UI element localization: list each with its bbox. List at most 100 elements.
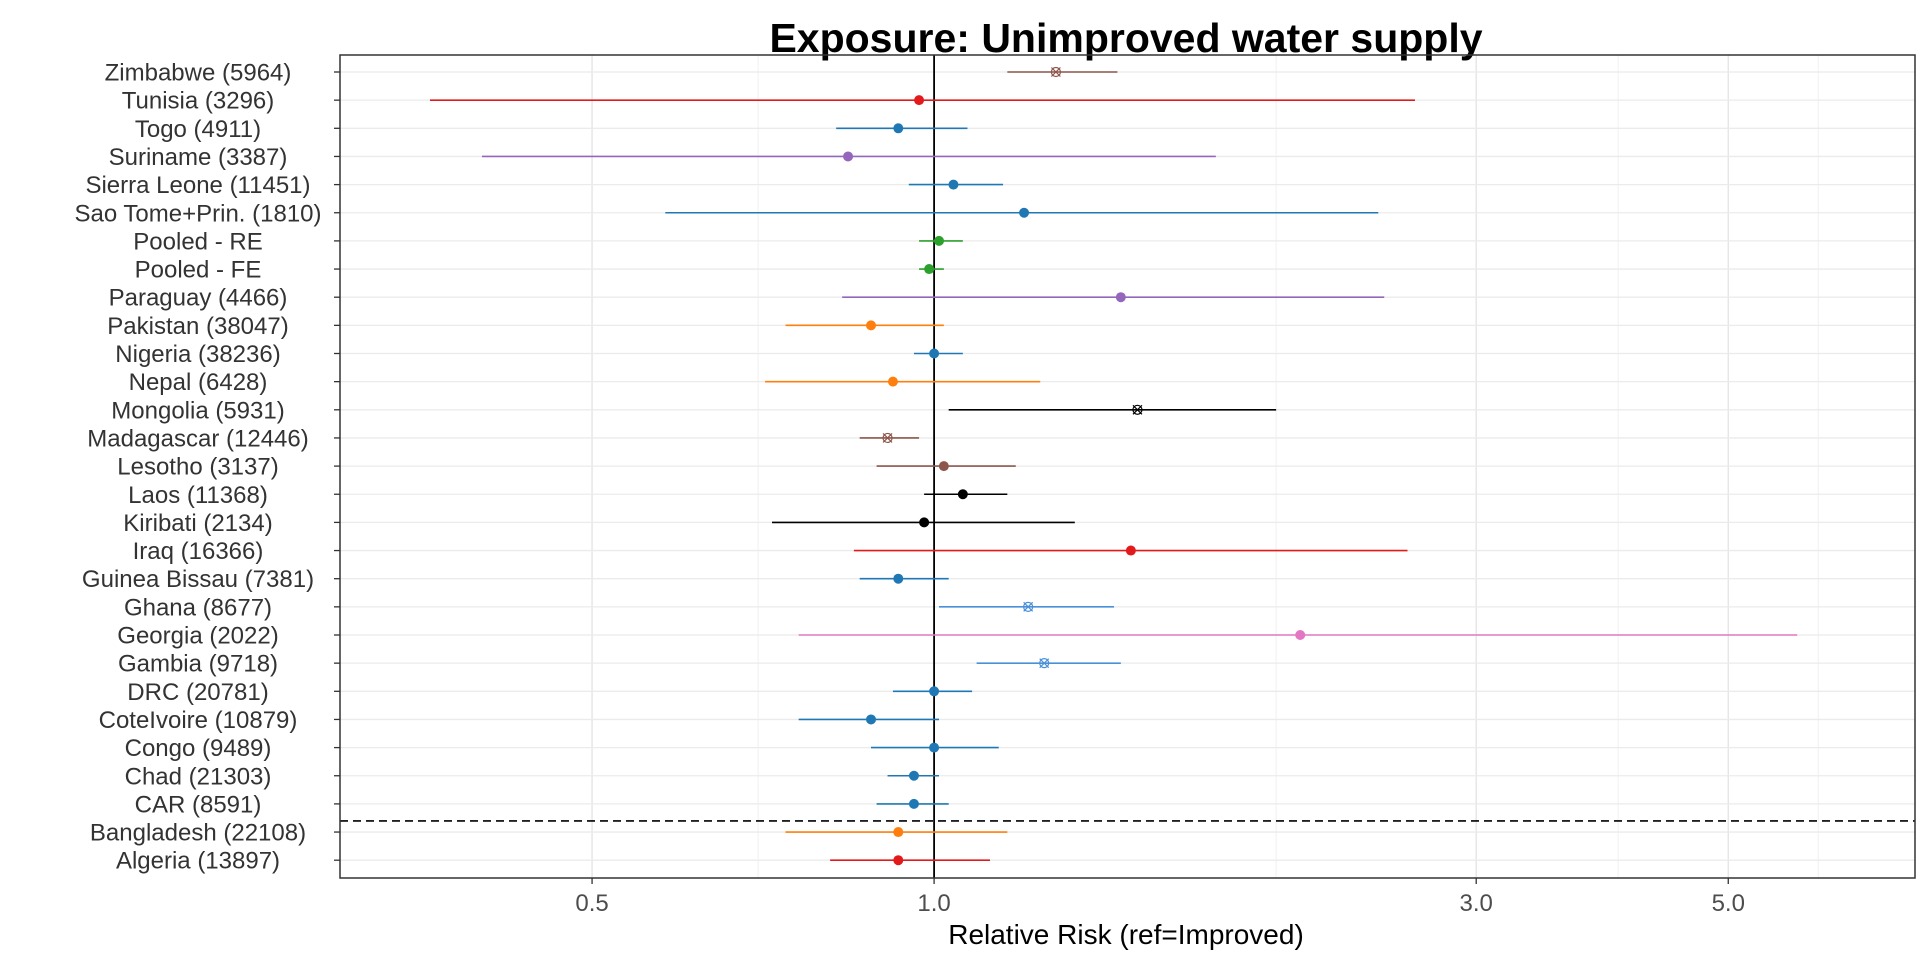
point-estimate-marker	[948, 179, 959, 190]
forest-row-mark	[948, 404, 1277, 415]
point-estimate-cross	[1132, 404, 1143, 415]
forest-row-mark	[887, 770, 940, 781]
point-estimate-marker	[908, 798, 919, 809]
x-tick-label: 5.0	[1712, 890, 1745, 917]
forest-row-mark	[876, 798, 949, 809]
forest-row-mark	[842, 292, 1385, 303]
forest-row-mark	[976, 658, 1121, 669]
row-label: Gambia (9718)	[118, 651, 278, 678]
forest-row-mark	[798, 714, 940, 725]
row-label: Suriname (3387)	[109, 144, 288, 171]
point-estimate-open-marker	[1132, 404, 1143, 415]
row-label: Chad (21303)	[125, 763, 272, 790]
point-estimate-marker	[957, 489, 968, 500]
point-estimate-marker	[919, 517, 930, 528]
forest-row-mark	[913, 348, 963, 359]
forest-row-mark	[798, 630, 1798, 640]
forest-row-mark	[919, 235, 963, 246]
forest-row-mark	[836, 123, 968, 134]
point-estimate-marker	[1019, 207, 1030, 218]
forest-row-mark	[939, 601, 1115, 612]
point-estimate-marker	[934, 235, 945, 246]
point-estimate-open-marker	[882, 432, 893, 444]
point-estimate-marker	[1125, 545, 1136, 556]
point-estimate-marker	[866, 714, 877, 725]
x-tick-label: 3.0	[1460, 890, 1493, 917]
forest-row-mark	[785, 827, 1008, 838]
point-estimate-cross	[1039, 658, 1050, 669]
grid-layer	[340, 55, 1915, 878]
point-estimate-marker	[843, 151, 854, 162]
forest-row-mark	[853, 545, 1408, 556]
forest-row-mark	[876, 461, 1016, 472]
forest-row-mark	[871, 742, 999, 753]
row-label: Iraq (16366)	[133, 538, 264, 565]
forest-row-mark	[765, 376, 1041, 387]
x-tick-label: 0.5	[575, 890, 608, 917]
point-estimate-open-marker	[1023, 601, 1034, 612]
row-label-layer: Zimbabwe (5964)Tunisia (3296)Togo (4911)…	[74, 60, 340, 875]
forest-row-mark	[924, 489, 1008, 500]
forest-row-mark	[830, 855, 991, 866]
chart-title: Exposure: Unimproved water supply	[769, 15, 1482, 61]
point-estimate-cross	[1023, 601, 1034, 612]
forest-row-mark	[785, 320, 944, 331]
forest-row-mark	[771, 517, 1075, 528]
row-label: Laos (11368)	[128, 482, 268, 509]
row-label: Nepal (6428)	[129, 369, 268, 396]
row-label: Paraguay (4466)	[109, 285, 288, 312]
row-label: CoteIvoire (10879)	[99, 707, 298, 734]
point-estimate-cross	[882, 433, 893, 443]
row-label: Ghana (8677)	[124, 594, 272, 621]
point-estimate-marker	[938, 461, 949, 472]
row-label: Guinea Bissau (7381)	[82, 566, 314, 593]
forest-row-mark	[429, 95, 1415, 106]
point-estimate-cross	[1050, 67, 1061, 77]
point-estimate-marker	[866, 320, 877, 331]
row-label: Pooled - FE	[135, 257, 262, 284]
row-label: Algeria (13897)	[116, 848, 280, 875]
x-tick-layer: 0.5 1.0 3.0 5.0	[575, 878, 1745, 917]
plot-panel-border	[339, 54, 1916, 879]
series-layer	[429, 66, 1798, 866]
row-label: Zimbabwe (5964)	[105, 60, 292, 87]
row-label: Congo (9489)	[125, 735, 272, 762]
forest-row-mark	[892, 686, 973, 697]
row-label: Pakistan (38047)	[107, 313, 288, 340]
forest-row-mark	[665, 207, 1379, 218]
forest-row-mark	[859, 573, 949, 584]
row-label: Bangladesh (22108)	[90, 820, 306, 847]
row-label: CAR (8591)	[135, 791, 262, 818]
row-label: Pooled - RE	[133, 228, 262, 255]
x-tick-label: 1.0	[917, 890, 950, 917]
point-estimate-marker	[893, 123, 904, 134]
point-estimate-marker	[1295, 630, 1306, 640]
row-label: Georgia (2022)	[117, 623, 278, 650]
row-label: Lesotho (3137)	[117, 454, 278, 481]
point-estimate-marker	[924, 264, 935, 275]
point-estimate-marker	[893, 573, 904, 584]
row-label: Mongolia (5931)	[111, 397, 284, 424]
forest-row-mark	[908, 179, 1004, 190]
point-estimate-marker	[893, 855, 904, 866]
x-axis-title: Relative Risk (ref=Improved)	[948, 919, 1304, 950]
row-label: Tunisia (3296)	[122, 88, 275, 115]
point-estimate-marker	[914, 95, 925, 106]
row-label: Togo (4911)	[135, 116, 261, 143]
point-estimate-marker	[929, 742, 940, 753]
forest-row-mark	[859, 432, 920, 444]
point-estimate-marker	[929, 348, 940, 359]
row-label: Nigeria (38236)	[115, 341, 280, 368]
forest-row-mark	[919, 264, 944, 275]
row-label: Sierra Leone (11451)	[85, 172, 310, 199]
point-estimate-marker	[908, 770, 919, 781]
row-label: Madagascar (12446)	[87, 425, 308, 452]
point-estimate-open-marker	[1039, 658, 1050, 669]
point-estimate-marker	[929, 686, 940, 697]
forest-row-mark	[481, 151, 1216, 162]
row-label: Kiribati (2134)	[123, 510, 272, 537]
row-label: DRC (20781)	[127, 679, 268, 706]
forest-row-mark	[1007, 66, 1118, 78]
point-estimate-marker	[893, 827, 904, 838]
